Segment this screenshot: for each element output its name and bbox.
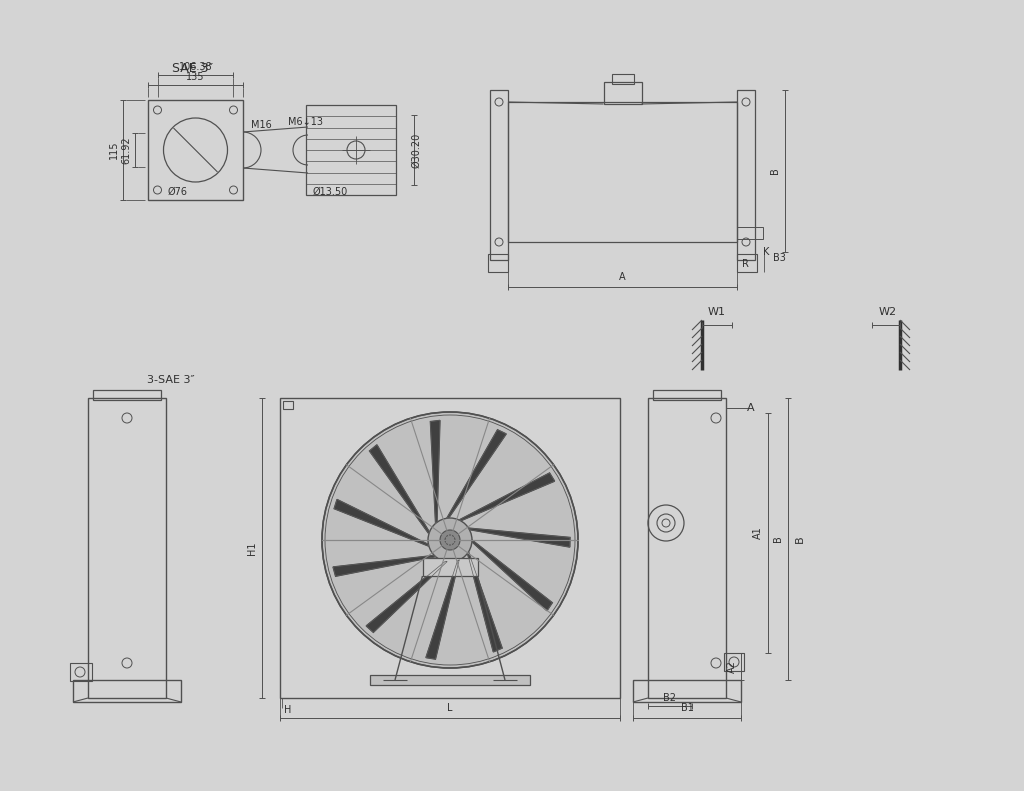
Polygon shape	[426, 560, 459, 659]
Polygon shape	[446, 430, 506, 518]
Text: R: R	[742, 259, 749, 269]
Bar	[283, 401, 293, 409]
Bar	[737, 227, 763, 239]
Text: SAE 3″: SAE 3″	[172, 62, 213, 74]
Text: 135: 135	[186, 72, 205, 82]
Circle shape	[428, 518, 472, 562]
Text: A1: A1	[753, 527, 763, 539]
Bar	[648, 398, 726, 698]
Bar	[724, 653, 744, 671]
Polygon shape	[370, 445, 429, 534]
Text: 106.38: 106.38	[178, 62, 212, 72]
Text: K: K	[763, 247, 769, 257]
Text: W1: W1	[708, 307, 726, 317]
Bar	[653, 390, 721, 400]
Text: Ø76: Ø76	[168, 187, 187, 197]
Text: A: A	[748, 403, 755, 413]
Polygon shape	[334, 499, 429, 547]
Bar	[148, 100, 243, 200]
Bar	[633, 680, 741, 702]
Text: B3: B3	[773, 253, 785, 263]
Bar	[737, 254, 757, 272]
Text: W2: W2	[879, 307, 897, 317]
Bar	[73, 680, 181, 702]
Bar	[488, 254, 508, 272]
Text: A2: A2	[727, 660, 737, 673]
Text: 61.92: 61.92	[121, 136, 131, 164]
Text: B: B	[773, 536, 783, 543]
Polygon shape	[469, 528, 570, 547]
Text: B: B	[795, 536, 805, 543]
Text: L: L	[447, 703, 453, 713]
Bar	[508, 102, 737, 242]
Text: 115: 115	[109, 141, 119, 159]
Polygon shape	[430, 421, 440, 524]
Bar	[70, 663, 92, 681]
Text: 3-SAE 3″: 3-SAE 3″	[147, 375, 195, 385]
Text: Ø30.20: Ø30.20	[411, 132, 421, 168]
Bar	[93, 390, 161, 400]
Bar	[611, 74, 634, 84]
Text: B: B	[770, 168, 780, 174]
Polygon shape	[468, 552, 502, 652]
Circle shape	[440, 530, 460, 550]
Text: H: H	[284, 705, 292, 715]
Text: M6↓13: M6↓13	[288, 117, 323, 127]
Polygon shape	[472, 540, 552, 611]
Text: Ø13.50: Ø13.50	[313, 187, 348, 197]
Bar	[490, 90, 508, 260]
Polygon shape	[367, 562, 446, 632]
Text: B1: B1	[681, 703, 693, 713]
Bar	[603, 82, 641, 104]
Circle shape	[322, 412, 578, 668]
Text: M16: M16	[251, 120, 271, 130]
Text: B2: B2	[664, 693, 677, 703]
Bar	[370, 675, 530, 685]
Polygon shape	[333, 555, 435, 576]
Bar	[737, 90, 755, 260]
Bar	[423, 558, 477, 576]
Text: A: A	[620, 272, 626, 282]
Polygon shape	[459, 473, 555, 520]
Bar	[88, 398, 166, 698]
Bar	[306, 105, 396, 195]
Text: H1: H1	[247, 541, 257, 554]
Bar	[280, 398, 620, 698]
